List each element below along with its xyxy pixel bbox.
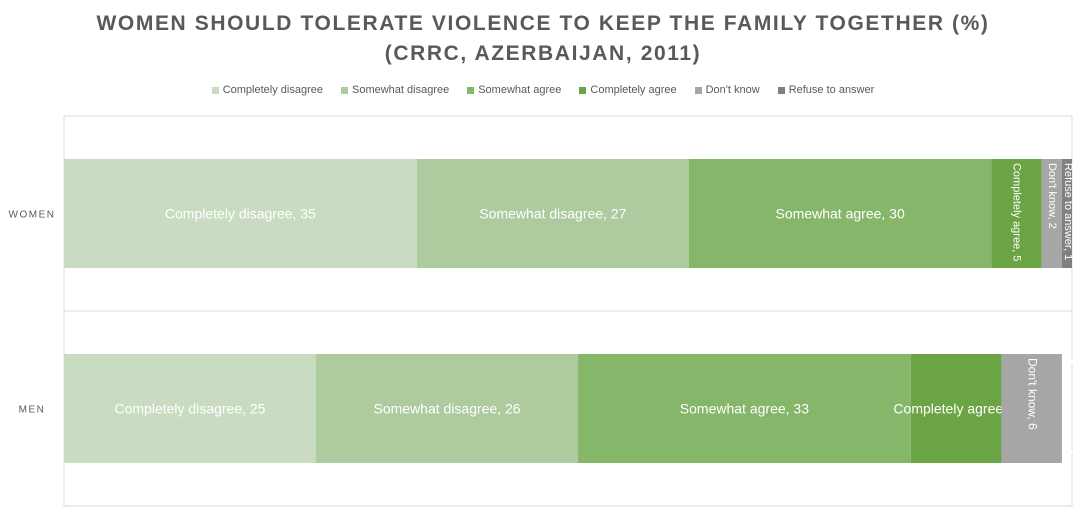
- legend-label: Refuse to answer: [788, 84, 875, 96]
- bar-segment: [64, 354, 316, 463]
- data-label: Somewhat agree, 30: [776, 206, 905, 222]
- legend-swatch: [777, 86, 785, 94]
- data-label: Completely agree, 9: [893, 401, 1019, 417]
- legend-item: Don't know: [694, 84, 760, 96]
- data-label: Somewhat disagree, 27: [479, 206, 626, 222]
- data-label: Somewhat disagree, 26: [373, 401, 520, 417]
- bar-segment: [910, 354, 1002, 463]
- legend-swatch: [579, 86, 587, 94]
- bar-segment: [1061, 159, 1072, 268]
- legend-swatch: [340, 86, 348, 94]
- legend-label: Completely disagree: [222, 84, 323, 96]
- bar-segment: [64, 159, 417, 268]
- data-label: Don't know, 6: [1026, 358, 1040, 430]
- bar-segment: [416, 159, 689, 268]
- legend-item: Somewhat disagree: [340, 84, 450, 96]
- data-label: Don't know, 2: [1046, 163, 1058, 229]
- legend-label: Somewhat agree: [478, 84, 562, 96]
- bar-segment: [688, 159, 992, 268]
- legend-label: Somewhat disagree: [351, 84, 450, 96]
- category-label: WOMEN: [9, 210, 56, 221]
- legend-label: Completely agree: [590, 84, 677, 96]
- data-label: Somewhat agree, 33: [680, 401, 809, 417]
- legend-item: Somewhat agree: [467, 84, 561, 96]
- chart-subtitle: (CRRC, AZERBAIJAN, 2011): [384, 42, 702, 65]
- bar-segment: [1041, 159, 1062, 268]
- legend-item: Completely disagree: [211, 84, 323, 96]
- data-label: Completely disagree, 25: [115, 401, 266, 417]
- legend-item: Refuse to answer: [777, 84, 875, 96]
- bar-segment: [991, 159, 1042, 268]
- legend-swatch: [467, 86, 475, 94]
- data-label: Refuse to answer, 0: [1062, 358, 1074, 455]
- bar-segment: [316, 354, 579, 463]
- bar-segment: [578, 354, 911, 463]
- legend: Completely disagree Somewhat disagree Some…: [0, 82, 1086, 98]
- legend-swatch: [211, 86, 219, 94]
- data-label: Completely disagree, 35: [165, 206, 316, 222]
- chart-title: WOMEN SHOULD TOLERATE VIOLENCE TO KEEP T…: [96, 12, 990, 35]
- legend-label: Don't know: [705, 84, 760, 96]
- legend-item: Completely agree: [579, 84, 677, 96]
- bar-segment: [1001, 354, 1062, 463]
- category-label: MEN: [19, 405, 46, 416]
- legend-swatch: [694, 86, 702, 94]
- data-label: Completely agree, 5: [1011, 163, 1023, 261]
- data-label: Refuse to answer, 1: [1062, 163, 1074, 260]
